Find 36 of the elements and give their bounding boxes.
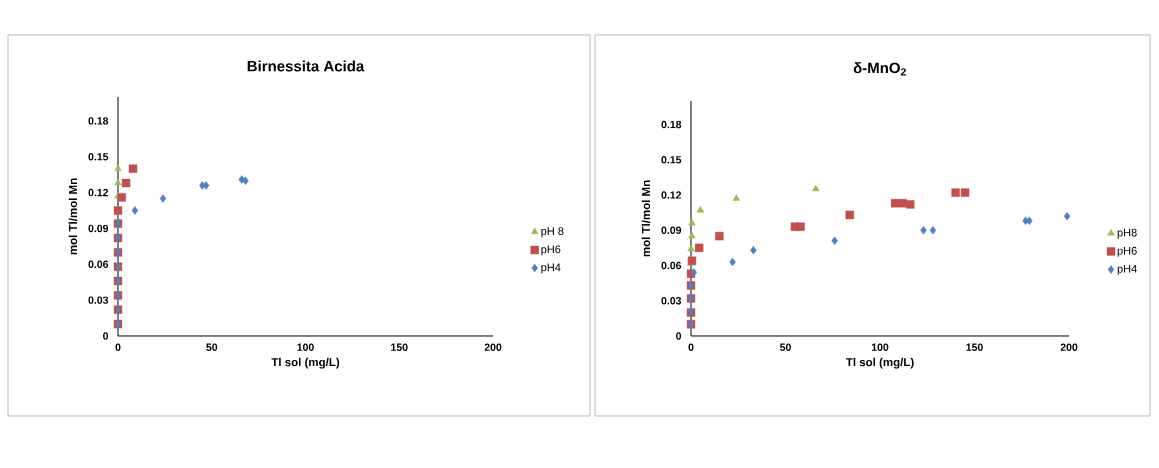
y-tick-label: 0.06 (88, 260, 109, 269)
legend-label: pH8 (1117, 228, 1137, 239)
legend-label: pH6 (1117, 246, 1137, 257)
y-tick-label: 0.09 (661, 226, 682, 234)
x-tick-label: 0 (115, 343, 121, 351)
y-tick-label: 0.15 (88, 153, 109, 161)
y-tick-label: 0.03 (88, 296, 109, 304)
y-axis-title: mol Tl/mol Mn (68, 178, 78, 255)
x-tick-label: 150 (966, 343, 983, 351)
x-tick-label: 50 (780, 343, 791, 351)
y-tick-label: 0.03 (661, 297, 682, 305)
legend-label: pH4 (1117, 265, 1137, 275)
legend-label: pH4 (541, 263, 561, 274)
x-tick-label: 50 (206, 343, 218, 351)
y-tick-label: 0.12 (661, 191, 682, 199)
y-axis-title: mol Tl/mol Mn (641, 180, 651, 257)
x-tick-label: 200 (1060, 343, 1078, 351)
x-axis-title: Tl sol (mg/L) (271, 357, 340, 369)
x-tick-label: 200 (484, 343, 502, 351)
x-tick-label: 150 (391, 343, 408, 351)
chart-title: Birnessita Acida (247, 60, 365, 72)
chart-title: δ-MnO$_{2}$ (853, 62, 906, 76)
x-tick-label: 100 (871, 343, 889, 351)
y-tick-label: 0.06 (661, 261, 682, 270)
y-tick-label: 0.15 (661, 156, 682, 164)
y-tick-label: 0.18 (88, 117, 109, 125)
y-tick-label: 0.09 (88, 224, 109, 233)
legend-label: pH6 (541, 245, 561, 256)
y-tick-label: 0.12 (88, 188, 109, 197)
y-tick-label: 0 (676, 332, 682, 340)
x-tick-label: 0 (688, 343, 694, 351)
x-tick-label: 100 (297, 343, 314, 351)
legend-label: pH 8 (541, 227, 564, 238)
y-tick-label: 0.18 (661, 120, 682, 129)
y-tick-label: 0 (103, 332, 109, 340)
x-axis-title: Tl sol (mg/L) (845, 357, 914, 369)
